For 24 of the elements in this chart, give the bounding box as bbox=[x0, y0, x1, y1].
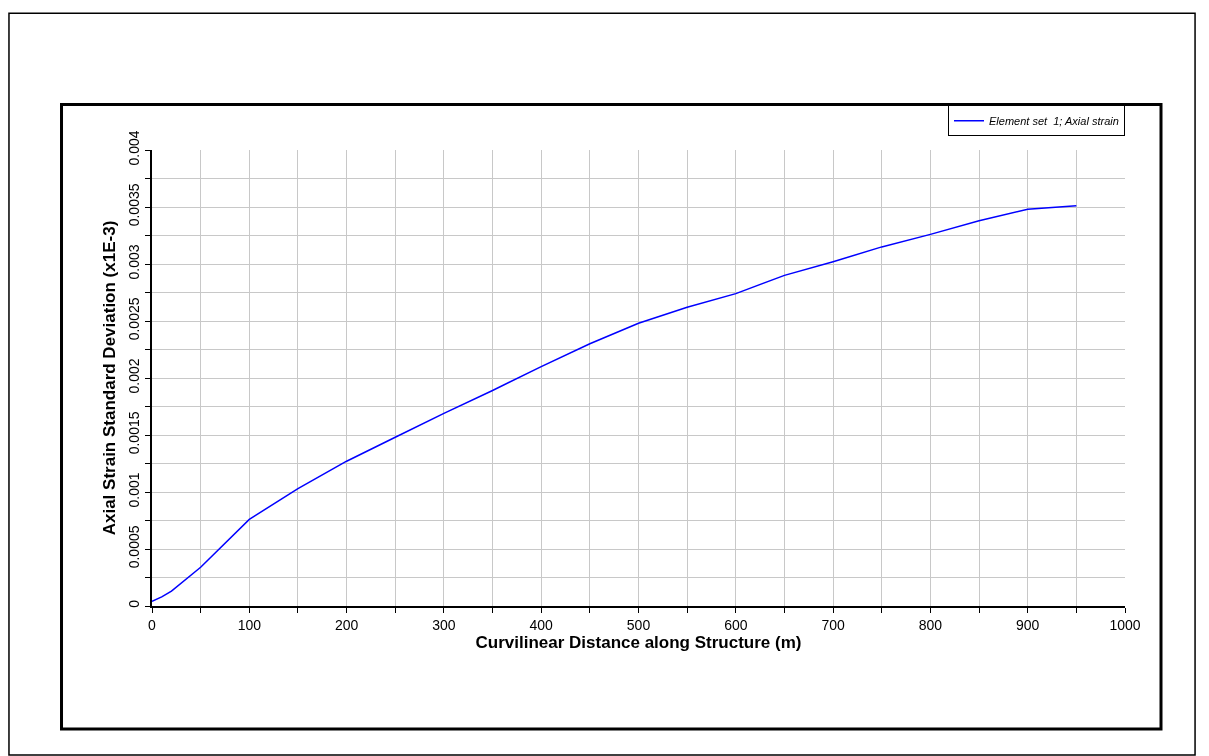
x-tick-label: 400 bbox=[529, 616, 554, 633]
x-axis-title: Curvilinear Distance along Structure (m) bbox=[475, 632, 802, 652]
y-axis-title: Axial Strain Standard Deviation (x1E-3) bbox=[100, 220, 120, 536]
y-tick-label: 0.002 bbox=[126, 358, 143, 394]
y-tick-label: 0.0015 bbox=[126, 411, 143, 455]
y-tick-label: 0.0035 bbox=[126, 183, 143, 227]
x-tick-label: 1000 bbox=[1109, 616, 1141, 633]
x-tick-label: 800 bbox=[918, 616, 943, 633]
x-tick-label: 100 bbox=[237, 616, 262, 633]
x-tick-label: 200 bbox=[334, 616, 359, 633]
x-tick-label: 900 bbox=[1016, 616, 1040, 633]
y-tick-label: 0.0025 bbox=[126, 297, 143, 341]
y-tick-label: 0.001 bbox=[126, 472, 143, 508]
y-tick-label: 0.0005 bbox=[126, 525, 143, 569]
legend-label: Element set 1; Axial strain bbox=[989, 115, 1119, 128]
y-tick-label: 0.003 bbox=[126, 244, 143, 280]
y-tick-label: 0 bbox=[126, 599, 143, 608]
x-tick-label: 0 bbox=[148, 616, 157, 633]
y-tick-label: 0.004 bbox=[126, 130, 143, 166]
x-tick-label: 600 bbox=[724, 616, 748, 633]
line-series bbox=[152, 205, 1078, 603]
x-tick-label: 500 bbox=[626, 616, 651, 633]
x-tick-label: 700 bbox=[821, 616, 845, 633]
x-tick-label: 300 bbox=[432, 616, 456, 633]
